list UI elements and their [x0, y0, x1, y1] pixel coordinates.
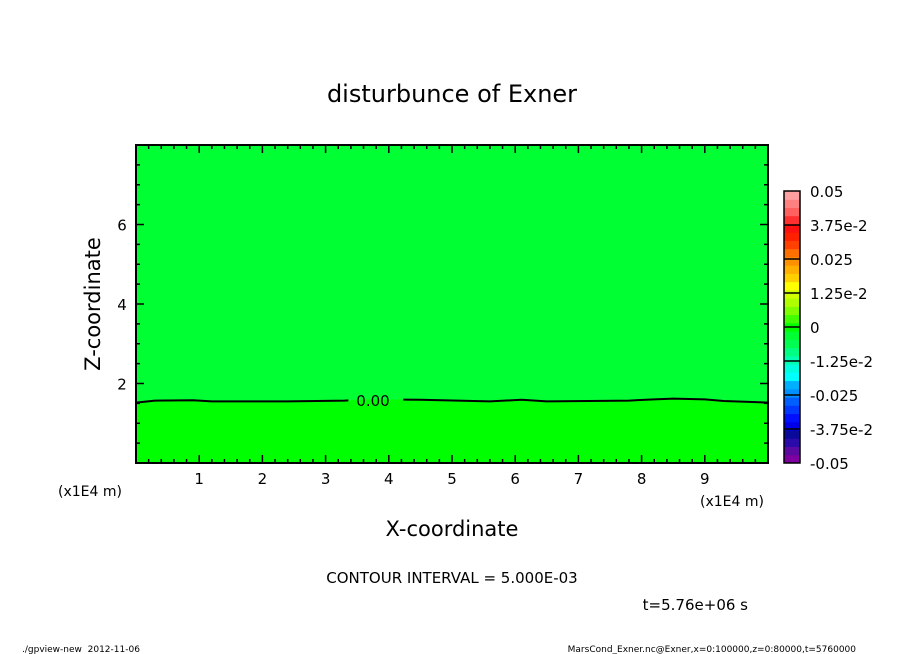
- contour-line: [136, 397, 768, 404]
- colorbar-swatch: [784, 331, 800, 340]
- colorbar-swatch: [784, 413, 800, 423]
- colorbar-label: -3.75e-2: [810, 421, 873, 439]
- x-tick-label: 7: [574, 470, 584, 488]
- x-tick-label: 6: [510, 470, 520, 488]
- colorbar-swatch: [784, 223, 800, 233]
- colorbar-label: 1.25e-2: [810, 285, 868, 303]
- colorbar-swatch: [784, 347, 800, 357]
- y-tick-label: 6: [117, 217, 127, 235]
- colorbar-swatch: [784, 215, 800, 225]
- x-tick-label: 4: [384, 470, 394, 488]
- colorbar: [783, 190, 801, 464]
- colorbar-swatch: [784, 289, 800, 299]
- x-tick-label: 2: [258, 470, 268, 488]
- time-annotation: t=5.76e+06 s: [643, 596, 749, 614]
- colorbar-label: 0.025: [810, 251, 853, 269]
- colorbar-labels: 0.05 3.75e-2 0.025 1.25e-2 0 -1.25e-2 -0…: [810, 183, 873, 473]
- colorbar-swatch: [784, 273, 800, 283]
- colorbar-swatch: [784, 355, 800, 365]
- colorbar-swatch: [784, 339, 800, 349]
- y-tick-labels: 2 4 6: [117, 217, 127, 394]
- colorbar-label: -1.25e-2: [810, 353, 873, 371]
- colorbar-swatch: [784, 372, 800, 382]
- colorbar-label: -0.025: [810, 387, 858, 405]
- colorbar-frame: [783, 190, 801, 464]
- colorbar-swatch: [784, 240, 800, 250]
- colorbar-swatch: [784, 454, 800, 464]
- x-tick-label: 8: [637, 470, 647, 488]
- colorbar-label: -0.05: [810, 455, 849, 473]
- contour-interval-text: CONTOUR INTERVAL = 5.000E-03: [326, 569, 577, 587]
- x-tick-label: 5: [447, 470, 457, 488]
- y-axis-label: Z-coordinate: [81, 237, 105, 371]
- colorbar-swatch: [784, 421, 800, 431]
- x-unit-label-left: (x1E4 m): [58, 484, 122, 500]
- x-tick-labels: 1 2 3 4 5 6 7 8 9: [194, 470, 709, 488]
- x-tick-label: 3: [321, 470, 331, 488]
- colorbar-swatch: [784, 232, 800, 241]
- colorbar-label: 3.75e-2: [810, 217, 868, 235]
- y-tick-label: 4: [117, 296, 127, 314]
- y-tick-label: 2: [117, 376, 127, 394]
- colorbar-swatch: [784, 446, 800, 456]
- colorbar-swatch: [784, 248, 800, 258]
- colorbar-swatch: [784, 380, 800, 390]
- colorbar-label: 0: [810, 319, 820, 337]
- colorbar-swatch: [784, 281, 800, 291]
- colorbar-swatch: [784, 364, 800, 373]
- colorbar-swatch: [784, 388, 800, 398]
- plot-frame: [135, 144, 769, 464]
- colorbar-swatch: [784, 191, 800, 200]
- x-axis-label: X-coordinate: [386, 517, 519, 541]
- contour-label: 0.00: [356, 392, 389, 410]
- colorbar-swatch: [784, 438, 800, 448]
- plot-area: 0.00: [135, 144, 769, 464]
- x-tick-label: 9: [700, 470, 710, 488]
- colorbar-swatch: [784, 405, 800, 415]
- colorbar-swatch: [784, 430, 800, 439]
- x-tick-label: 1: [194, 470, 204, 488]
- footer-right: MarsCond_Exner.nc@Exner,x=0:100000,z=0:8…: [568, 645, 857, 654]
- colorbar-swatch: [784, 199, 800, 208]
- x-unit-label-right: (x1E4 m): [700, 494, 764, 510]
- colorbar-swatch: [784, 314, 800, 324]
- colorbar-swatch: [784, 256, 800, 266]
- colorbar-swatch: [784, 298, 800, 307]
- region-below-contour: [136, 398, 768, 463]
- colorbar-label: 0.05: [810, 183, 843, 201]
- colorbar-swatch: [784, 265, 800, 274]
- chart-title: disturbunce of Exner: [327, 80, 577, 108]
- colorbar-swatch: [784, 207, 800, 217]
- footer-left: ./gpview-new 2012-11-06: [22, 645, 140, 654]
- colorbar-swatch: [784, 397, 800, 406]
- colorbar-swatch: [784, 306, 800, 316]
